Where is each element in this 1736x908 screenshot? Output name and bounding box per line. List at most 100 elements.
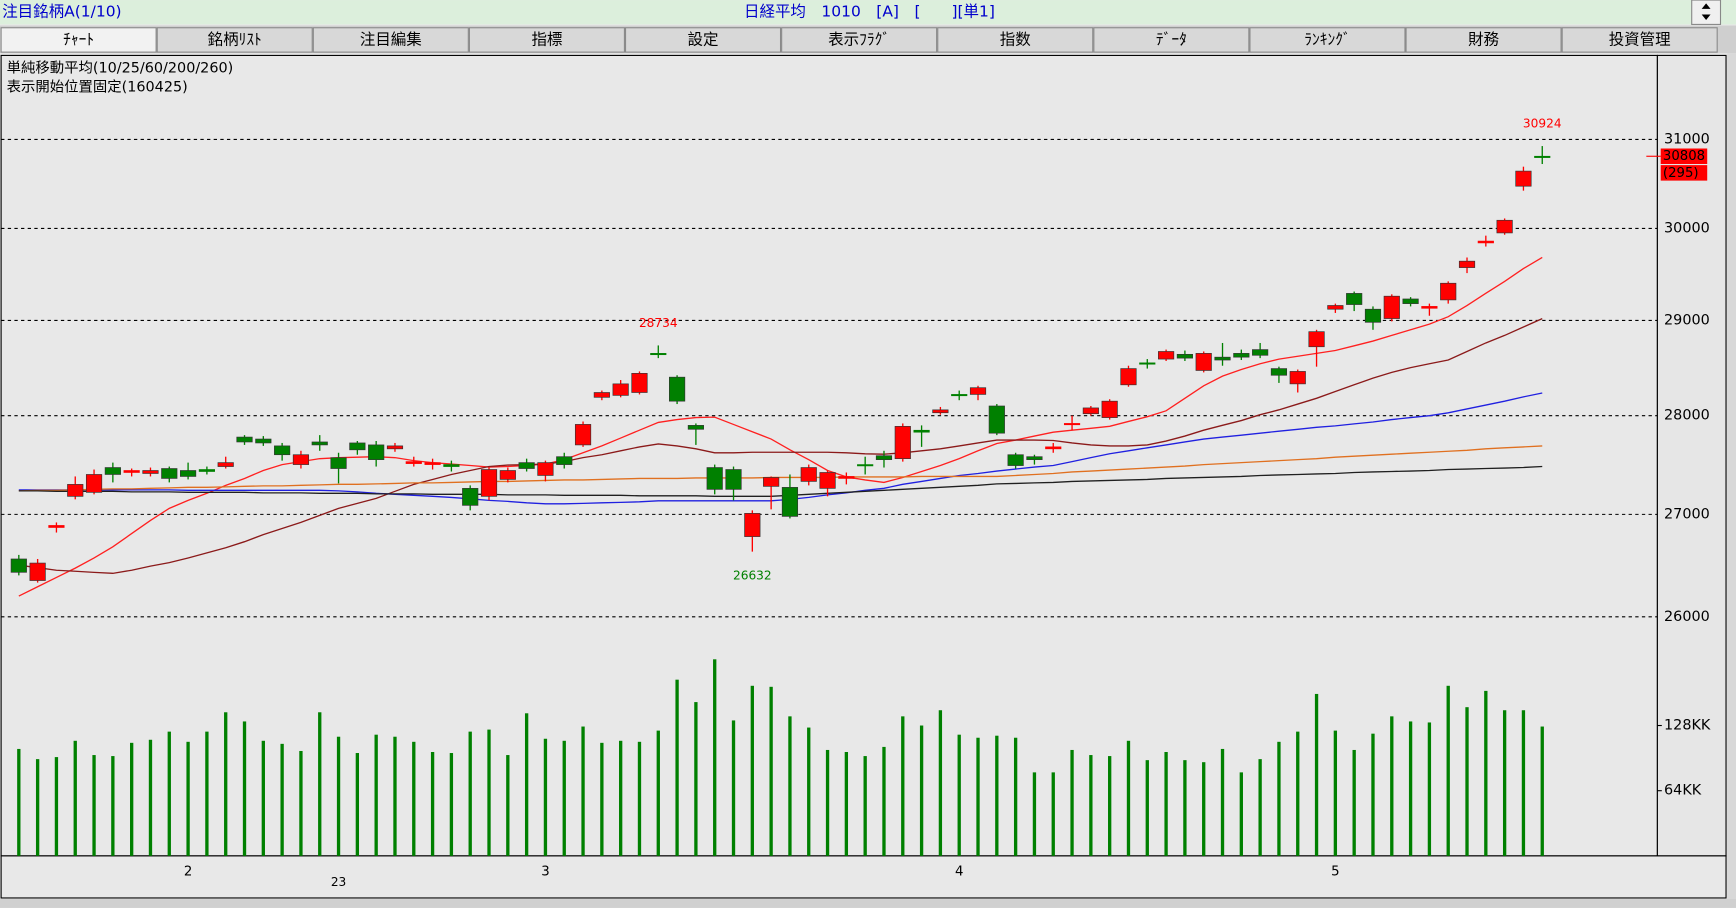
tab-label[interactable]: 表示ﾌﾗｸﾞ [828, 30, 890, 48]
volume-bar [637, 741, 642, 856]
candle-body [236, 436, 253, 443]
volume-bar [995, 735, 999, 856]
volume-bar [261, 740, 265, 856]
tab[interactable] [468, 27, 625, 53]
candle-body [969, 387, 987, 395]
candle-body [161, 468, 178, 479]
volume-bar [299, 750, 303, 856]
tab[interactable] [1405, 27, 1562, 53]
volume-bar [148, 739, 153, 856]
spin-arrows [1701, 3, 1711, 21]
candle-body [800, 467, 817, 482]
tab[interactable] [624, 27, 782, 53]
candle-body [537, 462, 554, 476]
tab-label[interactable]: 投資管理 [1609, 30, 1671, 48]
candle-body [368, 444, 385, 460]
candle-body [1270, 368, 1288, 376]
candle-body [725, 469, 742, 490]
candle-body [1063, 423, 1081, 426]
x-day-label: 23 [331, 875, 346, 889]
tab[interactable] [0, 27, 157, 53]
candle-body [424, 462, 441, 465]
candle-body [1289, 371, 1306, 385]
candle-body [932, 409, 949, 414]
candle-body [29, 562, 46, 581]
volume-bar [656, 730, 660, 856]
tab-label[interactable]: 銘柄ﾘｽﾄ [208, 30, 262, 48]
volume-bar [468, 731, 472, 856]
candle-body [1534, 155, 1551, 158]
tab[interactable] [781, 27, 938, 53]
volume-bar [1296, 731, 1300, 856]
tab-label[interactable]: 指標 [531, 30, 562, 48]
volume-bar [35, 759, 40, 856]
plot: 26000 27000 28000 29000 30000 31000 64KK 128KK 2… [1, 116, 1711, 889]
volume-bar [355, 753, 360, 856]
candle-body [1402, 298, 1419, 304]
tab-label[interactable]: ﾃﾞｰﾀ [1156, 30, 1187, 48]
candle-body [631, 373, 648, 393]
watchlist-label[interactable]: 注目銘柄A(1/10) [2, 3, 121, 21]
tab[interactable] [937, 27, 1094, 53]
volume-bar [167, 731, 171, 856]
volume-bar [1521, 710, 1526, 856]
candle-body [1214, 356, 1231, 361]
volume-bar [242, 721, 247, 856]
volume-bar [788, 716, 792, 856]
tab-label[interactable]: 指数 [1000, 30, 1031, 48]
moving-average-line [18, 445, 1543, 492]
axis-area [1656, 54, 1727, 857]
tab-label[interactable]: 財務 [1468, 30, 1499, 48]
volume-bar [844, 751, 849, 856]
volume-bar [1108, 756, 1112, 856]
candle-body [556, 456, 573, 465]
tab[interactable] [156, 27, 313, 53]
tab-label[interactable]: ﾗﾝｷﾝｸﾞ [1304, 30, 1350, 48]
y-tick-label: 27000 [1664, 506, 1710, 522]
candle-body [1158, 351, 1175, 360]
high-label: 28734 [639, 316, 678, 330]
candle-body [1195, 353, 1212, 371]
candle-body [612, 383, 629, 396]
volume-bar [1408, 721, 1413, 856]
candle-body [311, 441, 328, 446]
volume-bar [1032, 772, 1037, 856]
candle-body [875, 455, 893, 460]
tab-label[interactable]: 設定 [688, 30, 719, 48]
tab[interactable] [1249, 27, 1406, 53]
volume-bar [1446, 685, 1450, 856]
candle-body [819, 472, 836, 489]
candle-body [687, 425, 704, 430]
candle-body [123, 470, 140, 473]
volume-bar [1502, 710, 1507, 856]
tab[interactable] [1561, 27, 1718, 53]
volume-bar [336, 736, 341, 856]
volume-bar [957, 734, 961, 856]
display-caption: 表示開始位置固定(160425) [7, 79, 188, 96]
volume-bar [1484, 690, 1488, 856]
x-tick-label: 4 [955, 864, 963, 879]
volume-bar [1258, 759, 1262, 856]
tab[interactable] [312, 27, 469, 53]
candle-body [1327, 305, 1344, 310]
plot-area [0, 54, 1658, 857]
tab-label[interactable]: 注目編集 [360, 30, 422, 48]
candle-body [1045, 446, 1062, 450]
volume-tick-label: 128KK [1664, 718, 1711, 734]
high-label: 30924 [1523, 116, 1562, 130]
volume-bar [807, 727, 811, 856]
candle-body [1308, 331, 1325, 348]
tab[interactable] [1093, 27, 1250, 53]
volume-bar [374, 734, 378, 856]
volume-bar [224, 712, 228, 856]
candle-body [744, 513, 761, 537]
volume-bar [750, 685, 754, 856]
candle-body [1120, 368, 1137, 386]
volume-bar [1314, 693, 1319, 856]
moving-average-line [18, 392, 1543, 505]
change-label: (295) [1663, 166, 1699, 181]
volume-bar [524, 713, 529, 856]
spin-button[interactable] [1691, 0, 1722, 25]
tab-label[interactable]: ﾁｬｰﾄ [63, 30, 94, 48]
